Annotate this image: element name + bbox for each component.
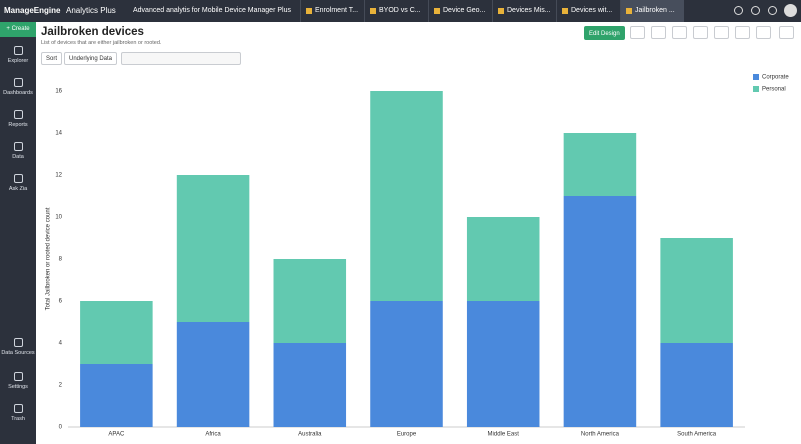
y-tick-label: 16 (55, 89, 62, 95)
create-label[interactable]: Create (11, 26, 30, 32)
bar-segment (80, 364, 153, 427)
y-tick-label: 2 (59, 383, 63, 389)
nav-item[interactable]: Data (0, 142, 36, 160)
nav-item[interactable]: Explorer (0, 46, 36, 64)
create-button[interactable]: + Create (0, 22, 36, 37)
nav-label[interactable]: Settings (8, 384, 28, 390)
tab-label[interactable]: BYOD vs C... (379, 7, 421, 14)
x-tick-label: APAC (108, 432, 125, 438)
x-tick-label: Australia (298, 432, 322, 438)
bar-segment (466, 217, 540, 301)
bar-segment (660, 343, 733, 427)
nav-item[interactable]: Trash (0, 404, 36, 422)
tab[interactable]: BYOD vs C... (364, 0, 428, 22)
nav-item[interactable]: Ask Zia (0, 174, 36, 192)
tab-label[interactable]: Device Geo... (443, 7, 486, 14)
tab-label[interactable]: Jailbroken ... (635, 7, 675, 14)
workspace-selector[interactable]: Advanced analytis for Mobile Device Mana… (133, 7, 291, 14)
nav-label[interactable]: Reports (8, 122, 28, 128)
avatar[interactable] (784, 4, 797, 17)
nav-item[interactable]: Reports (0, 110, 36, 128)
y-tick-label: 0 (59, 425, 63, 431)
nav-label[interactable]: Explorer (7, 58, 29, 64)
nav-label[interactable]: Dashboards (3, 90, 33, 96)
export-button[interactable] (651, 26, 666, 39)
nav-item[interactable]: Data Sources (0, 338, 36, 356)
y-tick-label: 8 (59, 257, 63, 263)
legend-swatch (753, 74, 759, 80)
email-button[interactable] (672, 26, 687, 39)
add-button[interactable] (630, 26, 645, 39)
logo: ManageEngine (4, 6, 61, 15)
nav-item[interactable]: Dashboards (0, 78, 36, 96)
share-button[interactable] (693, 26, 708, 39)
edit-design-button[interactable]: Edit Design (584, 26, 625, 40)
x-tick-label: Africa (205, 432, 221, 438)
chart-title: Jailbroken devices (41, 26, 144, 38)
sort-button[interactable]: Sort (41, 52, 63, 65)
legend-label: Personal (762, 87, 786, 93)
nav-label[interactable]: Data Sources (1, 350, 35, 356)
nav-label[interactable]: Ask Zia (8, 186, 28, 192)
nav-label[interactable]: Trash (11, 416, 25, 422)
legend-swatch (753, 86, 759, 92)
tab-label[interactable]: Devices Mis... (507, 7, 551, 14)
x-tick-label: Middle East (488, 432, 520, 438)
y-tick-label: 10 (55, 215, 62, 221)
notifications-icon[interactable] (734, 6, 743, 15)
bar-segment (273, 259, 347, 343)
x-tick-label: Europe (397, 432, 417, 438)
y-axis-label: Total Jailbroken or rooted device count (46, 207, 52, 310)
x-tick-label: North America (581, 432, 620, 438)
bar-segment (660, 238, 733, 343)
y-tick-label: 6 (59, 299, 63, 305)
chart-type-switcher[interactable] (121, 52, 241, 65)
bar-segment (370, 301, 443, 427)
tab[interactable]: Enrolment T... (300, 0, 364, 22)
settings-icon[interactable] (751, 6, 760, 15)
underlying-data-button[interactable]: Underlying Data (64, 52, 118, 65)
logo-product: Analytics Plus (66, 6, 116, 15)
nav-label[interactable]: Data (12, 154, 24, 160)
bar-segment (80, 301, 153, 364)
tab-label[interactable]: Devices wit... (571, 7, 613, 14)
bar-segment (563, 133, 637, 196)
help-icon[interactable] (768, 6, 777, 15)
x-tick-label: South America (677, 432, 717, 438)
tab-label[interactable]: Enrolment T... (315, 7, 359, 14)
y-tick-label: 14 (55, 131, 62, 137)
tab[interactable]: Device Geo... (428, 0, 492, 22)
sidebar: + Create Explorer Dashboards Reports Dat… (0, 22, 36, 444)
y-tick-label: 12 (55, 173, 62, 179)
chart-subtitle: List of devices that are either jailbrok… (41, 40, 162, 46)
bar-segment (370, 91, 443, 301)
bar-segment (273, 343, 347, 427)
nav-item[interactable]: Settings (0, 372, 36, 390)
bar-segment (466, 301, 540, 427)
top-bar: ManageEngine Analytics Plus Advanced ana… (0, 0, 801, 22)
tab[interactable]: Devices wit... (556, 0, 620, 22)
bar-segment (176, 175, 250, 322)
chart: 0 2 4 6 8 10 12 14 16 Total Jailbroken or rooted … (46, 74, 789, 438)
publish-button[interactable] (714, 26, 729, 39)
tab[interactable]: Devices Mis... (492, 0, 556, 22)
comment-button[interactable] (735, 26, 750, 39)
settings-button[interactable] (779, 26, 794, 39)
legend-label: Corporate (762, 75, 789, 81)
y-tick-label: 4 (59, 341, 63, 347)
alert-button[interactable] (756, 26, 771, 39)
bar-segment (176, 322, 250, 427)
tab[interactable]: Jailbroken ... (620, 0, 684, 22)
bar-segment (563, 196, 637, 427)
